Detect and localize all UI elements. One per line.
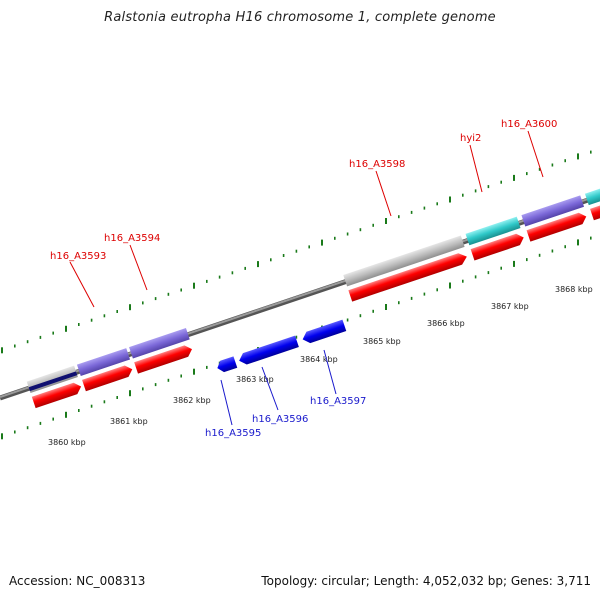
gene-h16_A3597[interactable] xyxy=(301,319,347,345)
forward-gene-row[interactable] xyxy=(26,184,600,393)
gene-hyi2[interactable] xyxy=(465,216,521,246)
gene-label-h16_A3597: h16_A3597 xyxy=(310,396,366,407)
gene-label-h16_A3593: h16_A3593 xyxy=(50,251,106,262)
cds-arrow[interactable] xyxy=(31,381,83,409)
reverse-gene-row[interactable] xyxy=(215,319,347,374)
gene-h16_A3598[interactable] xyxy=(343,235,465,287)
map-title: Ralstonia eutropha H16 chromosome 1, com… xyxy=(104,10,496,25)
label-leader xyxy=(375,170,392,217)
label-leader xyxy=(323,349,337,395)
scale-label: 3861 kbp xyxy=(110,417,148,426)
gene-h16_A3595[interactable] xyxy=(215,356,238,373)
scale-label: 3867 kbp xyxy=(491,302,529,311)
cds-arrow[interactable] xyxy=(134,343,194,374)
label-leader xyxy=(69,261,95,308)
label-leader xyxy=(129,244,148,291)
scale-label: 3866 kbp xyxy=(427,319,465,328)
scale-label: 3864 kbp xyxy=(300,355,338,364)
cds-arrow[interactable] xyxy=(470,232,526,261)
forward-gene-labels: h16_A3593 h16_A3594 h16_A3598 hyi2 h16_A… xyxy=(50,119,557,308)
scale-labels: 3860 kbp 3861 kbp 3862 kbp 3863 kbp 3864… xyxy=(48,285,593,447)
gene-h16_A3600[interactable] xyxy=(521,195,585,227)
cds-arrow[interactable] xyxy=(526,211,589,242)
feature-track[interactable] xyxy=(26,182,600,433)
label-leader xyxy=(261,366,279,411)
reverse-gene-labels: h16_A3595 h16_A3596 h16_A3597 xyxy=(205,349,366,439)
gene-label-hyi2: hyi2 xyxy=(460,133,481,144)
gene-h16_A3594[interactable] xyxy=(129,328,190,359)
gene-partial-cyan[interactable] xyxy=(584,184,600,206)
scale-label: 3865 kbp xyxy=(363,337,401,346)
gene-h16_A3596[interactable] xyxy=(237,335,299,367)
genome-info-text: Topology: circular; Length: 4,052,032 bp… xyxy=(261,574,591,588)
label-leader xyxy=(220,379,233,426)
reverse-tick-row xyxy=(1,236,592,440)
gene-label-h16_A3595: h16_A3595 xyxy=(205,428,261,439)
gene-partial-dark[interactable] xyxy=(28,371,78,392)
label-leader xyxy=(469,144,483,193)
scale-label: 3863 kbp xyxy=(236,375,274,384)
scale-label: 3860 kbp xyxy=(48,438,86,447)
forward-tick-row xyxy=(1,150,592,354)
scale-label: 3862 kbp xyxy=(173,396,211,405)
gene-label-h16_A3600: h16_A3600 xyxy=(501,119,557,130)
scale-label: 3868 kbp xyxy=(555,285,593,294)
gene-label-h16_A3596: h16_A3596 xyxy=(252,414,308,425)
cds-arrow[interactable] xyxy=(348,251,468,302)
gene-label-h16_A3594: h16_A3594 xyxy=(104,233,160,244)
forward-cds-row[interactable] xyxy=(31,197,600,409)
cds-arrow[interactable] xyxy=(82,364,134,392)
label-leader xyxy=(527,130,544,178)
gene-h16_A3593[interactable] xyxy=(76,348,131,377)
accession-text: Accession: NC_008313 xyxy=(9,574,146,588)
gene-label-h16_A3598: h16_A3598 xyxy=(349,159,405,170)
